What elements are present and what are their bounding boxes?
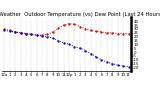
Title: Milwaukee Weather  Outdoor Temperature (vs) Dew Point (Last 24 Hours): Milwaukee Weather Outdoor Temperature (v… bbox=[0, 12, 160, 17]
